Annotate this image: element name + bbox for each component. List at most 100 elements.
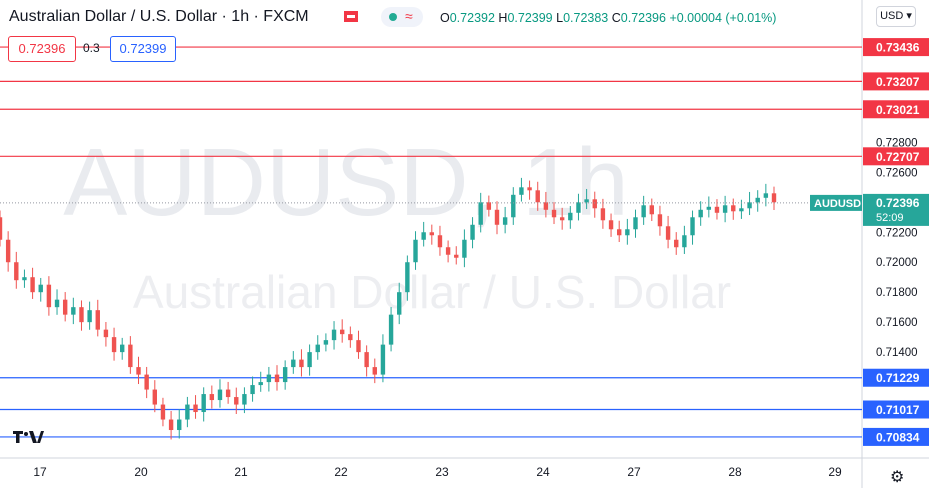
candle-body	[372, 367, 377, 375]
candle-body	[519, 187, 524, 195]
x-tick-label: 21	[234, 465, 248, 479]
candle-body	[755, 197, 760, 203]
candle-body	[714, 206, 720, 213]
candle-body	[0, 217, 3, 240]
candle-body	[722, 205, 728, 213]
candle-body	[144, 374, 149, 390]
y-tick-label: 0.71800	[876, 287, 918, 299]
candle-body	[470, 224, 475, 240]
bar-countdown: 52:09	[876, 212, 904, 224]
candle-body	[258, 382, 263, 386]
candle-body	[291, 359, 296, 368]
candle-body	[209, 394, 215, 401]
support-level-tag	[863, 427, 929, 446]
candle-body	[698, 209, 703, 218]
resistance-level-label: 0.73436	[876, 41, 920, 55]
candle-body	[665, 226, 671, 240]
candle-body	[494, 209, 500, 225]
candle-body	[152, 389, 157, 405]
resistance-level-tag	[863, 38, 929, 57]
support-level-label: 0.70834	[876, 430, 920, 444]
last-price-tag	[863, 193, 929, 226]
candle-body	[568, 212, 573, 221]
candle-body	[22, 277, 27, 281]
last-price-symbol-tag	[810, 194, 862, 211]
watermark-name: Australian Dollar / U.S. Dollar	[133, 266, 731, 318]
candle-body	[437, 235, 443, 248]
candle-body	[266, 374, 272, 383]
resistance-level-label: 0.73207	[876, 75, 920, 89]
candle-body	[592, 199, 597, 209]
candle-body	[739, 208, 744, 212]
y-tick-label: 0.72000	[876, 257, 918, 269]
chart-header: Australian Dollar / U.S. Dollar · 1h · F…	[0, 0, 868, 36]
candle-body	[674, 239, 679, 248]
x-tick-label: 24	[536, 465, 550, 479]
candle-body	[282, 367, 288, 383]
candle-body	[559, 217, 565, 221]
candle-body	[405, 262, 410, 293]
candle-body	[641, 205, 646, 218]
candle-body	[5, 239, 11, 263]
x-tick-label: 20	[134, 465, 148, 479]
ohlc-readout: O0.72392 H0.72399 L0.72383 C0.72396 +0.0…	[440, 11, 777, 25]
candle-body	[657, 214, 663, 227]
candle-body	[30, 277, 35, 293]
candle-body	[168, 419, 174, 431]
tradingview-logo-icon[interactable]	[12, 428, 44, 446]
market-status-pill[interactable]: ≈	[381, 7, 423, 27]
candle-body	[584, 199, 589, 203]
candle-body	[185, 404, 190, 420]
x-tick-label: 27	[627, 465, 641, 479]
open-value: 0.72392	[449, 11, 495, 25]
buy-button[interactable]: 0.72399	[110, 36, 176, 62]
y-tick-label: 0.72600	[876, 167, 918, 179]
candle-body	[95, 310, 100, 330]
candle-body	[413, 239, 418, 263]
candle-body	[315, 344, 320, 353]
candle-body	[486, 202, 492, 210]
candle-body	[323, 340, 329, 345]
y-tick-label: 0.72800	[876, 137, 918, 149]
x-tick-label: 28	[728, 465, 742, 479]
candle-body	[747, 202, 752, 209]
candle-body	[71, 307, 76, 315]
candle-body	[217, 389, 223, 401]
candle-body	[79, 307, 84, 323]
candle-body	[445, 247, 451, 255]
candle-body	[380, 344, 386, 375]
candle-body	[397, 292, 402, 315]
y-tick-label: 0.71600	[876, 317, 918, 329]
candle-body	[527, 187, 532, 191]
sell-button[interactable]: 0.72396	[8, 36, 76, 62]
candle-body	[421, 232, 426, 240]
candle-body	[234, 397, 239, 405]
candle-body	[690, 217, 695, 236]
candle-body	[87, 310, 92, 323]
candle-body	[299, 359, 304, 368]
y-tick-label: 0.71400	[876, 347, 918, 359]
candle-body	[543, 202, 549, 210]
resistance-level-tag	[863, 72, 929, 91]
candle-body	[120, 344, 125, 353]
candle-body	[771, 193, 777, 203]
candle-body	[429, 232, 435, 236]
candle-body	[388, 314, 394, 345]
currency-button[interactable]: USD ▾	[876, 6, 916, 27]
y-tick-label: 0.72200	[876, 227, 918, 239]
flag-icon[interactable]	[344, 11, 358, 22]
support-level-label: 0.71017	[876, 403, 920, 417]
gear-icon[interactable]: ⚙	[890, 469, 905, 486]
candle-body	[128, 344, 133, 368]
candle-body	[511, 194, 516, 218]
watermark-symbol: AUDUSD, 1h	[63, 129, 629, 236]
candle-body	[339, 329, 345, 335]
candle-body	[331, 329, 337, 341]
x-tick-label: 17	[33, 465, 47, 479]
change-value: +0.00004 (+0.01%)	[669, 11, 777, 25]
candle-body	[356, 340, 361, 353]
candle-body	[617, 229, 622, 236]
candle-body	[600, 208, 606, 221]
symbol-title[interactable]: Australian Dollar / U.S. Dollar · 1h · F…	[9, 8, 309, 25]
